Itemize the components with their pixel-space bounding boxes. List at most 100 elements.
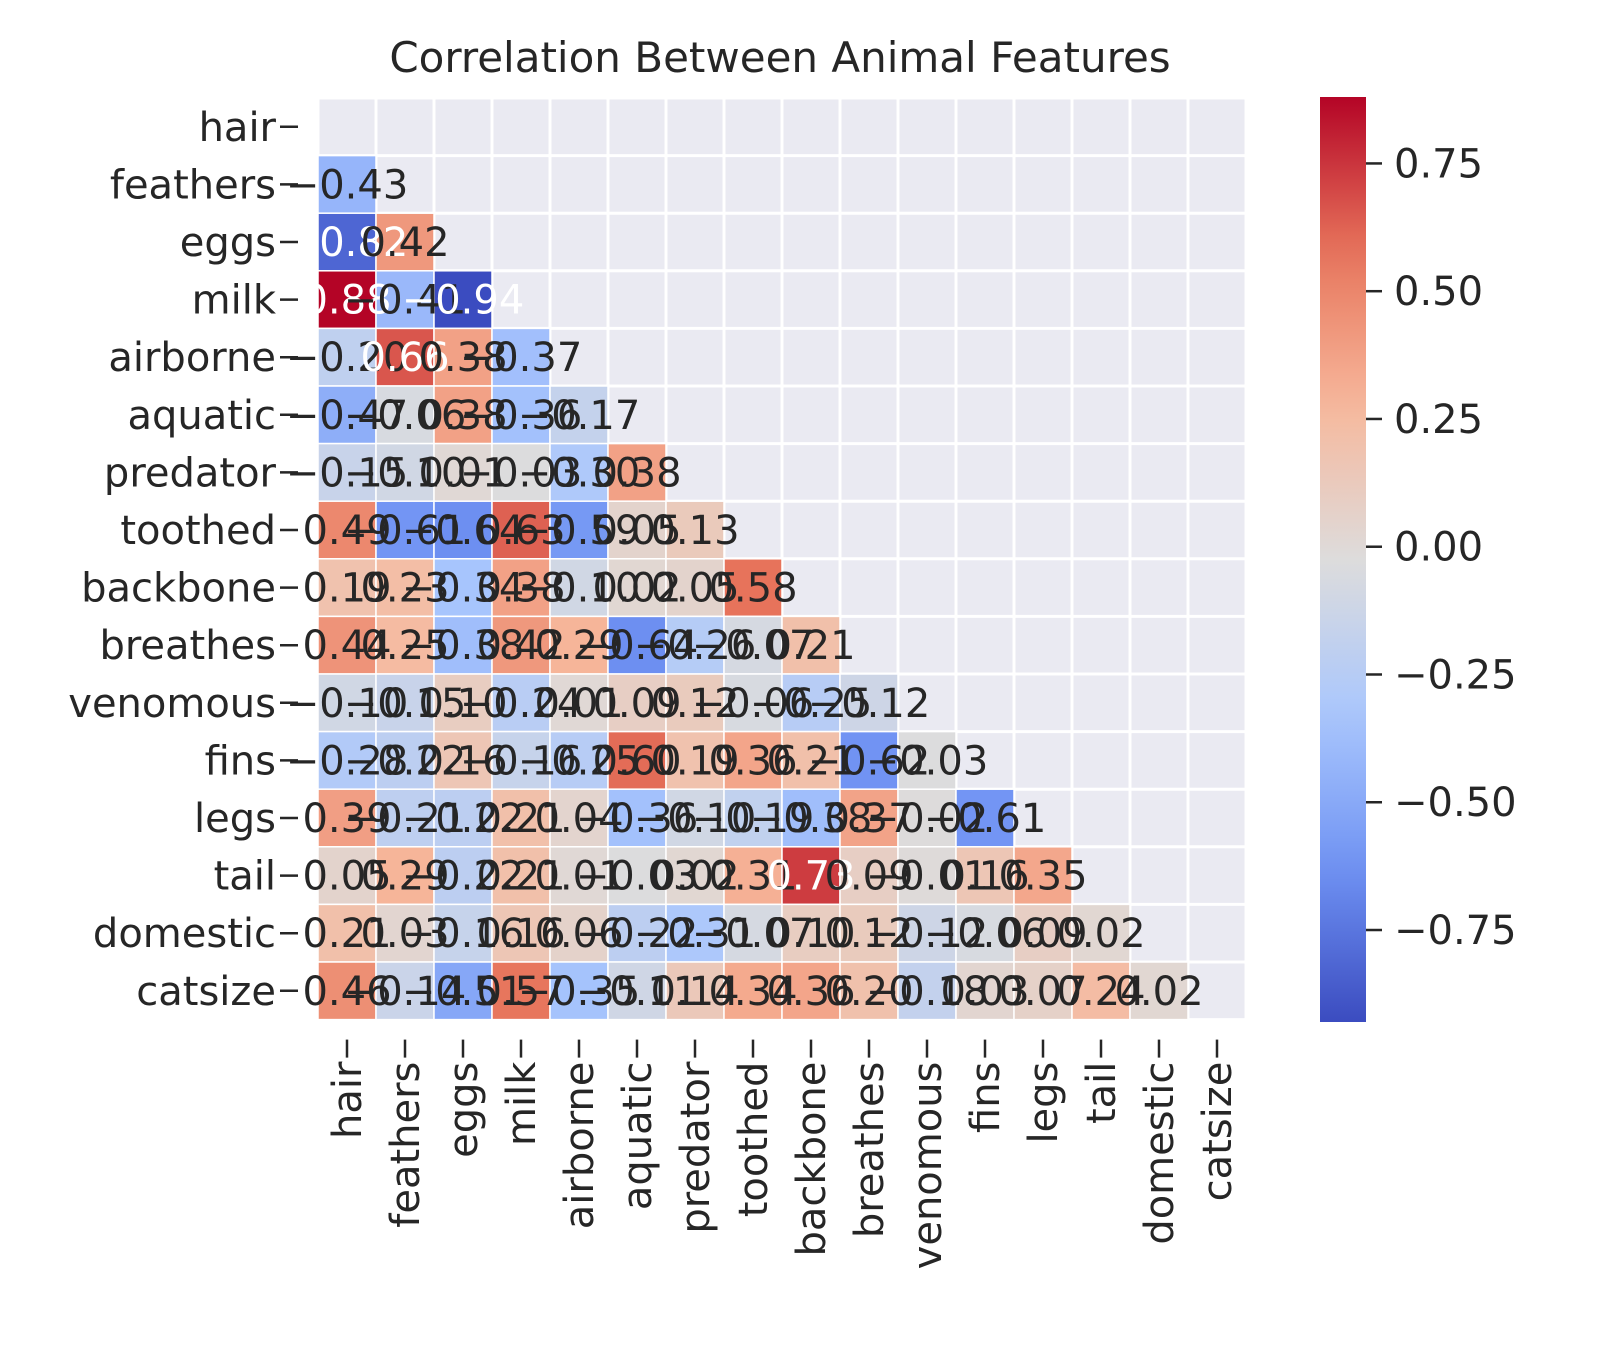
- colorbar-tick-label: 0.50: [1394, 269, 1483, 315]
- cell-value-label: 0.20: [824, 969, 913, 1015]
- cell-value-label: −0.11: [576, 969, 699, 1015]
- cell-value-label: 0.05: [302, 854, 391, 900]
- cell-value-label: −0.47: [286, 393, 409, 439]
- colorbar-tick-label: 0.75: [1394, 141, 1483, 187]
- heatmap-cell: [491, 327, 551, 387]
- cell-value-label: 0.73: [766, 854, 855, 900]
- heatmap-cell: [375, 788, 435, 848]
- x-tick-label: venomous: [905, 1062, 951, 1270]
- cell-value-label: 0.49: [302, 508, 391, 554]
- heatmap-cell: [375, 500, 435, 560]
- cell-value-label: 0.05: [650, 566, 739, 612]
- cell-value-label: −0.30: [518, 450, 641, 496]
- x-tick-label: backbone: [789, 1062, 835, 1257]
- heatmap-cell: [1071, 961, 1131, 1021]
- cell-value-label: 0.37: [824, 796, 913, 842]
- cell-value-label: 0.03: [940, 969, 1029, 1015]
- y-tick-label: aquatic: [127, 393, 276, 439]
- cell-value-label: −0.15: [344, 681, 467, 727]
- cell-value-label: −0.02: [866, 796, 989, 842]
- cell-value-label: −0.64: [402, 508, 525, 554]
- y-tick-label: feathers: [110, 162, 276, 208]
- heatmap-cell: [665, 558, 725, 618]
- x-tick-label: legs: [1021, 1062, 1067, 1144]
- cell-value-label: −0.19: [692, 796, 815, 842]
- cell-value-label: 0.21: [766, 623, 855, 669]
- cell-value-label: −0.94: [402, 278, 525, 324]
- cell-value-label: 0.05: [592, 508, 681, 554]
- x-tick-label: tail: [1079, 1062, 1125, 1124]
- x-axis-tick-labels: hair feathers eggs milk airborne aquatic preda…: [325, 1039, 1241, 1270]
- cell-value-label: −0.62: [808, 738, 931, 784]
- heatmap-cell: [491, 673, 551, 733]
- cell-value-label: 0.25: [360, 623, 449, 669]
- heatmap-cell: [607, 961, 667, 1021]
- x-tick-label: airborne: [557, 1062, 603, 1230]
- cell-value-label: −0.26: [634, 623, 757, 669]
- x-tick-label: predator: [673, 1061, 719, 1234]
- cell-value-label: −0.03: [460, 450, 583, 496]
- cell-value-label: 0.09: [824, 854, 913, 900]
- cell-value-label: −0.38: [750, 796, 873, 842]
- x-tick-label: feathers: [383, 1062, 429, 1228]
- cell-value-label: 0.19: [302, 566, 391, 612]
- heatmap-cell: [491, 846, 551, 906]
- heatmap-cell: [317, 327, 377, 387]
- heatmap-cell: [549, 558, 609, 618]
- x-tick-label: aquatic: [615, 1062, 661, 1211]
- heatmap-cell: [491, 961, 551, 1021]
- y-tick-label: fins: [205, 738, 276, 784]
- cell-value-label: 0.14: [650, 969, 739, 1015]
- heatmap-cell: [375, 442, 435, 502]
- cell-value-label: 0.07: [998, 969, 1087, 1015]
- heatmap-cell: [723, 903, 783, 963]
- heatmap-cell: [375, 558, 435, 618]
- cell-value-label: 0.09: [998, 911, 1087, 957]
- heatmap-cell: [723, 558, 783, 618]
- y-tick-label: predator: [104, 450, 277, 496]
- heatmap-cell: [317, 558, 377, 618]
- heatmap-cell: [607, 615, 667, 675]
- x-tick-label: eggs: [441, 1062, 487, 1158]
- heatmap-cell: [607, 673, 667, 733]
- cell-value-label: −0.36: [460, 393, 583, 439]
- cell-value-label: −0.36: [576, 796, 699, 842]
- heatmap-cell: [549, 961, 609, 1021]
- cell-value-label: 0.02: [1056, 911, 1145, 957]
- cell-value-label: 0.38: [418, 335, 507, 381]
- heatmap-cell: [433, 558, 493, 618]
- cell-value-label: −0.51: [402, 969, 525, 1015]
- cell-value-label: −0.38: [402, 623, 525, 669]
- cell-value-label: 0.58: [708, 566, 797, 612]
- heatmap-cell: [781, 961, 841, 1021]
- cell-value-label: 0.38: [476, 566, 565, 612]
- cell-value-label: 0.24: [1056, 969, 1145, 1015]
- heatmap-cell: [1129, 961, 1189, 1021]
- heatmap-cell: [839, 730, 899, 790]
- cell-value-label: 0.66: [360, 335, 449, 381]
- cell-value-label: −0.20: [286, 335, 409, 381]
- heatmap-cell: [549, 846, 609, 906]
- y-tick-label: hair: [199, 105, 277, 151]
- colorbar: 0.75 0.50 0.25 0.00 −0.25 −0.50 −0.75: [1320, 97, 1517, 1022]
- y-tick-label: tail: [214, 854, 276, 900]
- heatmap-cell: [607, 730, 667, 790]
- cell-value-label: 0.09: [592, 681, 681, 727]
- cell-value-label: −0.06: [344, 393, 467, 439]
- cell-value-label: −0.59: [518, 508, 641, 554]
- cell-value-label: −0.03: [576, 854, 699, 900]
- heatmap-cell: [317, 961, 377, 1021]
- cell-value-label: −0.14: [344, 969, 467, 1015]
- x-tick-label: toothed: [731, 1062, 777, 1218]
- cell-value-label: −0.03: [866, 738, 989, 784]
- cell-value-label: 0.23: [360, 566, 449, 612]
- heatmap-cell: [723, 615, 783, 675]
- cell-value-label: 0.60: [592, 738, 681, 784]
- cell-value-label: 0.12: [650, 681, 739, 727]
- cell-value-label: −0.34: [402, 566, 525, 612]
- y-tick-label: legs: [194, 796, 276, 842]
- cell-value-label: −0.22: [402, 796, 525, 842]
- cell-value-label: 0.16: [418, 738, 507, 784]
- cell-value-label: −0.22: [344, 738, 467, 784]
- y-tick-label: breathes: [99, 623, 276, 669]
